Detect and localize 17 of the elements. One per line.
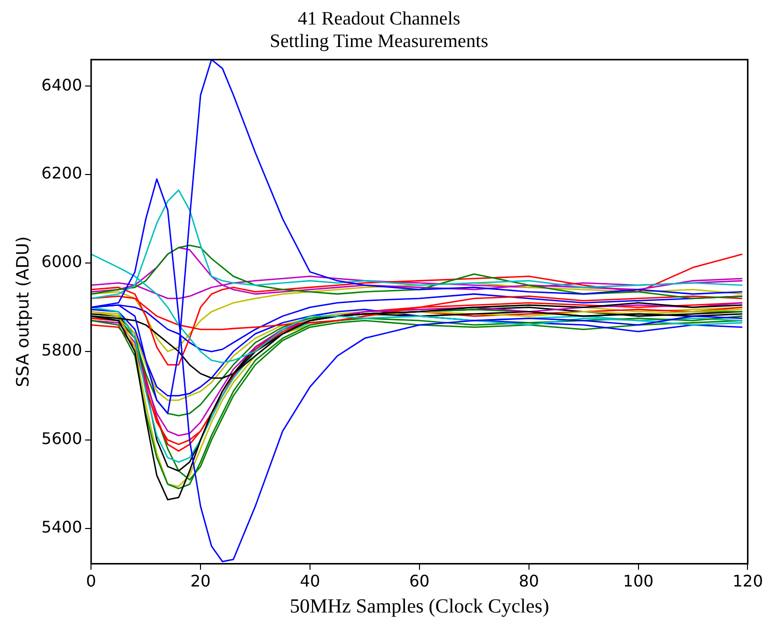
x-tick-label: 60: [409, 572, 430, 591]
y-tick-label: 6400: [41, 75, 82, 94]
x-tick-label: 40: [300, 572, 320, 591]
chart-subtitle: Settling Time Measurements: [270, 31, 488, 52]
y-tick-label: 5600: [41, 429, 82, 448]
y-tick-label: 5800: [41, 340, 82, 360]
y-axis-title: SSA output (ADU): [14, 236, 34, 388]
x-tick-label: 0: [86, 572, 96, 591]
x-tick-label: 80: [518, 572, 540, 591]
x-tick-label: 20: [190, 572, 211, 591]
y-tick-label: 5400: [41, 518, 82, 537]
x-axis-title: 50MHz Samples (Clock Cycles): [290, 595, 550, 618]
x-tick-label: 100: [623, 572, 654, 591]
y-tick-label: 6000: [41, 252, 82, 272]
x-tick-label: 120: [732, 572, 764, 591]
y-tick-label: 6200: [41, 164, 82, 183]
chart-title: 41 Readout Channels: [298, 8, 460, 30]
